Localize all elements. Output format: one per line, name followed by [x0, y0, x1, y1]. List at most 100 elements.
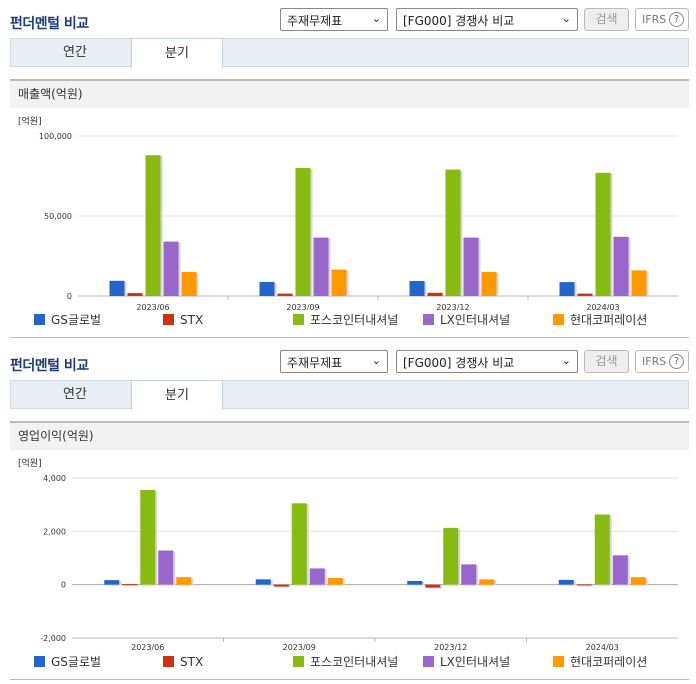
y-tick-label: 0: [61, 581, 66, 590]
bar[interactable]: [109, 280, 125, 296]
bar[interactable]: [595, 172, 611, 296]
legend-swatch: [293, 656, 304, 667]
bar[interactable]: [181, 272, 197, 296]
bar[interactable]: [427, 292, 443, 296]
bar[interactable]: [309, 568, 325, 585]
peer-group-value: [FG000] 경쟁사 비교: [403, 14, 515, 28]
bar[interactable]: [558, 579, 574, 585]
bar[interactable]: [576, 584, 592, 586]
chevron-down-icon: ⌄: [371, 354, 381, 367]
chart-legend: GS글로벌 STX 포스코인터내셔널 LX인터내셔널 현대코퍼레이션: [0, 312, 696, 330]
legend-label: LX인터내셔널: [440, 655, 511, 669]
bar[interactable]: [479, 579, 495, 585]
peer-group-select[interactable]: [FG000] 경쟁사 비교 ⌄: [396, 350, 578, 373]
ifrs-label: IFRS: [642, 13, 667, 26]
bar[interactable]: [630, 577, 646, 585]
tab-annual[interactable]: 연간: [63, 387, 87, 402]
ifrs-button[interactable]: IFRS ?: [635, 350, 689, 373]
legend-label: GS글로벌: [51, 655, 102, 669]
search-button[interactable]: 검색: [584, 8, 629, 31]
x-tick-label: 2023/06: [136, 303, 169, 310]
bar[interactable]: [613, 236, 629, 296]
bar[interactable]: [295, 168, 311, 296]
bar[interactable]: [443, 527, 459, 585]
legend-label: STX: [180, 655, 204, 669]
help-icon[interactable]: ?: [669, 12, 684, 27]
bar[interactable]: [481, 272, 497, 296]
bar-shadow: [275, 585, 291, 588]
legend-item[interactable]: STX: [163, 654, 203, 670]
bar[interactable]: [594, 514, 610, 585]
tab-quarterly[interactable]: 분기: [131, 380, 223, 410]
legend-label: 포스코인터내셔널: [310, 313, 399, 327]
bar[interactable]: [445, 169, 461, 296]
bar[interactable]: [425, 584, 441, 588]
bar[interactable]: [273, 584, 289, 587]
y-unit-label: [억원]: [18, 115, 42, 127]
legend-item[interactable]: 현대코퍼레이션: [553, 312, 647, 328]
bar[interactable]: [461, 564, 477, 585]
legend-item[interactable]: 포스코인터내셔널: [293, 654, 398, 670]
legend-label: LX인터내셔널: [440, 313, 511, 327]
bar[interactable]: [559, 282, 575, 296]
y-tick-label: 2,000: [43, 527, 66, 536]
bar[interactable]: [407, 580, 423, 585]
bar[interactable]: [327, 578, 343, 585]
fundamental-panel-operating-profit: 펀더멘털 비교 주재무제표 ⌄ [FG000] 경쟁사 비교 ⌄ 검색 IFRS…: [0, 342, 696, 684]
search-button[interactable]: 검색: [584, 350, 629, 373]
bar[interactable]: [176, 577, 192, 585]
bar[interactable]: [259, 281, 275, 296]
chevron-down-icon: ⌄: [371, 12, 381, 25]
bar[interactable]: [313, 237, 329, 296]
bar[interactable]: [163, 241, 179, 296]
chevron-down-icon: ⌄: [561, 354, 571, 367]
bar[interactable]: [409, 280, 425, 296]
bar[interactable]: [122, 584, 138, 586]
legend-swatch: [163, 656, 174, 667]
bar[interactable]: [612, 555, 628, 585]
help-icon[interactable]: ?: [669, 354, 684, 369]
bar[interactable]: [255, 579, 271, 585]
period-tabs: 연간 분기: [10, 38, 689, 68]
x-tick-label: 2023/09: [286, 303, 319, 310]
legend-label: 현대코퍼레이션: [570, 655, 648, 669]
legend-item[interactable]: GS글로벌: [34, 312, 101, 328]
bar[interactable]: [104, 580, 120, 585]
bar[interactable]: [127, 293, 143, 296]
legend-item[interactable]: GS글로벌: [34, 654, 101, 670]
x-tick-label: 2024/03: [586, 643, 619, 652]
statement-type-value: 주재무제표: [287, 14, 343, 28]
x-tick-label: 2023/09: [283, 643, 316, 652]
bar-shadow: [124, 585, 140, 587]
statement-type-select[interactable]: 주재무제표 ⌄: [280, 8, 388, 31]
y-tick-label: 100,000: [39, 132, 72, 141]
bar[interactable]: [145, 155, 161, 296]
bar[interactable]: [277, 293, 293, 296]
y-tick-label: 4,000: [43, 474, 66, 483]
statement-type-select[interactable]: 주재무제표 ⌄: [280, 350, 388, 373]
bar[interactable]: [631, 270, 647, 296]
legend-label: 포스코인터내셔널: [310, 655, 399, 669]
bar[interactable]: [331, 269, 347, 296]
chevron-down-icon: ⌄: [561, 12, 571, 25]
bar[interactable]: [577, 293, 593, 296]
operating-profit-bar-chart: [억원] -2,000 0 2,000 4,000 2023/06 2023/09 2023/…: [18, 457, 678, 652]
bar[interactable]: [158, 550, 174, 585]
ifrs-button[interactable]: IFRS ?: [635, 8, 689, 31]
legend-item[interactable]: LX인터내셔널: [423, 654, 510, 670]
x-tick-label: 2023/12: [436, 303, 469, 310]
legend-item[interactable]: 현대코퍼레이션: [553, 654, 647, 670]
chart-subheader: 매출액(억원): [10, 79, 689, 108]
legend-item[interactable]: 포스코인터내셔널: [293, 312, 398, 328]
tab-annual[interactable]: 연간: [63, 45, 87, 60]
bar[interactable]: [463, 237, 479, 296]
bar[interactable]: [291, 503, 307, 585]
legend-item[interactable]: STX: [163, 312, 203, 328]
peer-group-select[interactable]: [FG000] 경쟁사 비교 ⌄: [396, 8, 578, 31]
tab-quarterly[interactable]: 분기: [131, 38, 223, 68]
legend-swatch: [34, 314, 45, 325]
legend-item[interactable]: LX인터내셔널: [423, 312, 510, 328]
y-tick-label: 0: [67, 292, 72, 301]
bar[interactable]: [140, 490, 156, 585]
y-tick-label: -2,000: [40, 634, 66, 643]
